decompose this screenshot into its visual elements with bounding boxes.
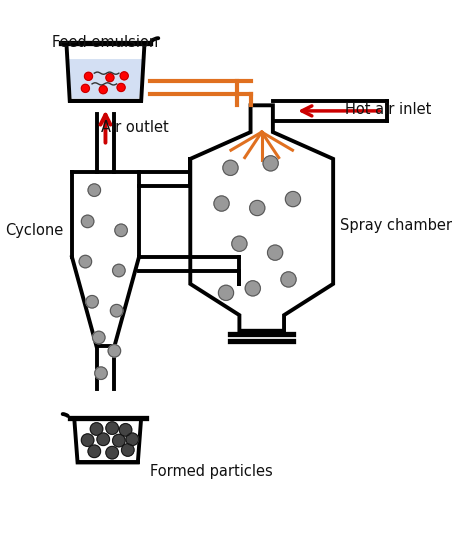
Text: Formed particles: Formed particles <box>150 464 273 479</box>
Circle shape <box>232 236 247 252</box>
Text: Spray chamber: Spray chamber <box>340 219 452 233</box>
Circle shape <box>263 156 278 171</box>
Circle shape <box>82 84 90 93</box>
Circle shape <box>121 444 134 456</box>
Text: Feed emulsion: Feed emulsion <box>52 35 159 50</box>
Circle shape <box>245 281 260 296</box>
Circle shape <box>108 345 121 357</box>
Circle shape <box>79 255 91 268</box>
Circle shape <box>119 424 132 436</box>
Circle shape <box>267 245 283 260</box>
Text: Hot air inlet: Hot air inlet <box>345 102 431 117</box>
Circle shape <box>99 85 107 94</box>
Circle shape <box>115 224 128 236</box>
Circle shape <box>92 331 105 344</box>
Circle shape <box>214 196 229 211</box>
Circle shape <box>106 422 118 434</box>
Polygon shape <box>67 59 144 98</box>
Circle shape <box>106 446 118 459</box>
Circle shape <box>90 423 103 436</box>
Circle shape <box>113 434 125 447</box>
Circle shape <box>82 215 94 228</box>
Circle shape <box>82 434 94 446</box>
Circle shape <box>223 160 238 175</box>
Circle shape <box>106 74 114 82</box>
Text: Air outlet: Air outlet <box>101 120 169 135</box>
Circle shape <box>110 305 123 317</box>
Circle shape <box>285 192 301 207</box>
Circle shape <box>88 445 100 458</box>
Circle shape <box>88 184 100 196</box>
Circle shape <box>219 285 234 300</box>
Circle shape <box>126 433 138 445</box>
Circle shape <box>84 72 92 80</box>
Circle shape <box>117 83 125 91</box>
Circle shape <box>97 433 109 445</box>
Text: Cyclone: Cyclone <box>5 223 63 238</box>
Circle shape <box>250 200 265 215</box>
Circle shape <box>95 367 107 379</box>
Circle shape <box>86 295 98 308</box>
Circle shape <box>281 272 296 287</box>
Circle shape <box>113 264 125 277</box>
Circle shape <box>120 72 128 80</box>
